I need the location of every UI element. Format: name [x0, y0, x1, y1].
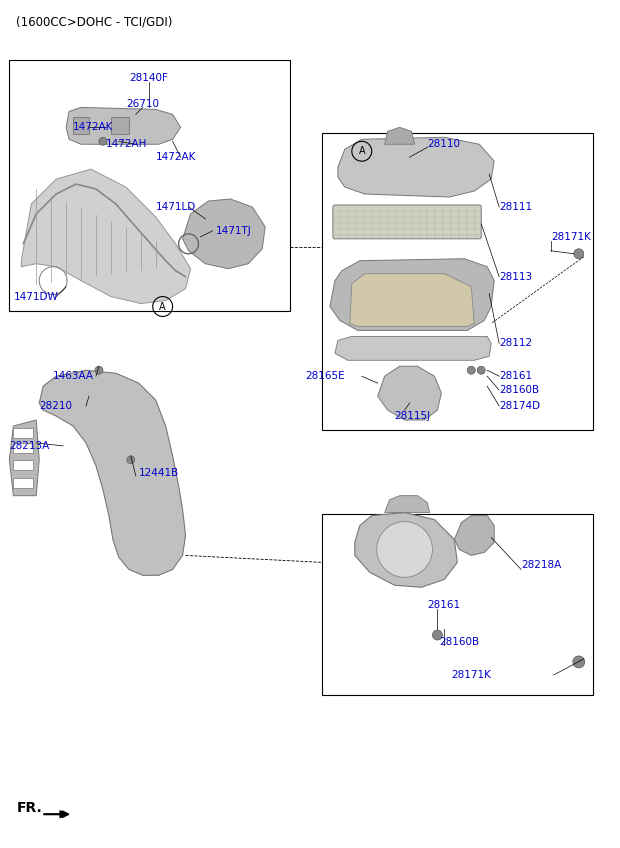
Bar	[14, 477, 33, 488]
Text: 28111: 28111	[499, 202, 533, 212]
Text: 28174D: 28174D	[499, 401, 540, 411]
Text: 28115J: 28115J	[394, 411, 431, 421]
Polygon shape	[454, 516, 494, 555]
Text: 28160B: 28160B	[440, 637, 479, 647]
Text: A: A	[358, 146, 365, 156]
Polygon shape	[111, 117, 129, 134]
Polygon shape	[73, 117, 89, 134]
Text: 28165E: 28165E	[305, 371, 345, 382]
FancyBboxPatch shape	[333, 205, 481, 239]
Text: 28210: 28210	[39, 401, 72, 411]
Circle shape	[467, 366, 476, 374]
Text: A: A	[159, 302, 166, 311]
Text: 28218A: 28218A	[521, 561, 561, 571]
Bar	[14, 460, 33, 470]
Circle shape	[574, 248, 584, 259]
Polygon shape	[338, 137, 494, 197]
Polygon shape	[9, 420, 39, 496]
Text: 28160B: 28160B	[499, 385, 539, 395]
Circle shape	[477, 366, 485, 374]
Text: 1472AK: 1472AK	[73, 122, 113, 132]
Text: 28140F: 28140F	[130, 73, 168, 82]
Text: 26710: 26710	[126, 99, 159, 109]
Polygon shape	[39, 371, 185, 575]
Polygon shape	[378, 366, 441, 420]
Text: 28112: 28112	[499, 338, 533, 349]
Text: 1463AA: 1463AA	[53, 371, 94, 382]
Text: (1600CC>DOHC - TCI/GDI): (1600CC>DOHC - TCI/GDI)	[16, 15, 173, 28]
Polygon shape	[66, 108, 180, 144]
Bar	[14, 428, 33, 438]
Polygon shape	[182, 199, 265, 269]
Bar	[322, 133, 593, 430]
Circle shape	[99, 137, 107, 145]
Text: FR.: FR.	[16, 801, 42, 815]
Circle shape	[95, 366, 103, 374]
Bar	[14, 443, 33, 453]
Bar	[9, 59, 290, 310]
Circle shape	[432, 630, 443, 640]
Text: 1471TJ: 1471TJ	[215, 226, 251, 236]
Text: 28213A: 28213A	[9, 441, 50, 451]
Text: 1472AH: 1472AH	[106, 139, 148, 149]
Text: 28171K: 28171K	[551, 232, 591, 242]
Polygon shape	[355, 512, 458, 588]
Text: 28161: 28161	[499, 371, 533, 382]
Text: 1471DW: 1471DW	[14, 292, 58, 302]
Bar	[322, 514, 593, 695]
Circle shape	[377, 522, 432, 577]
Text: 28113: 28113	[499, 271, 533, 282]
Polygon shape	[335, 337, 491, 360]
Text: 1471LD: 1471LD	[156, 202, 196, 212]
Polygon shape	[384, 496, 430, 512]
Text: 12441B: 12441B	[139, 468, 179, 477]
Circle shape	[573, 656, 585, 668]
Text: 28110: 28110	[427, 139, 461, 149]
Circle shape	[127, 456, 135, 464]
Polygon shape	[21, 169, 190, 304]
Polygon shape	[384, 127, 415, 144]
Polygon shape	[330, 259, 494, 331]
Text: 1472AK: 1472AK	[156, 152, 196, 162]
Text: 28161: 28161	[427, 600, 461, 611]
Polygon shape	[350, 274, 474, 326]
Text: 28171K: 28171K	[451, 670, 491, 680]
